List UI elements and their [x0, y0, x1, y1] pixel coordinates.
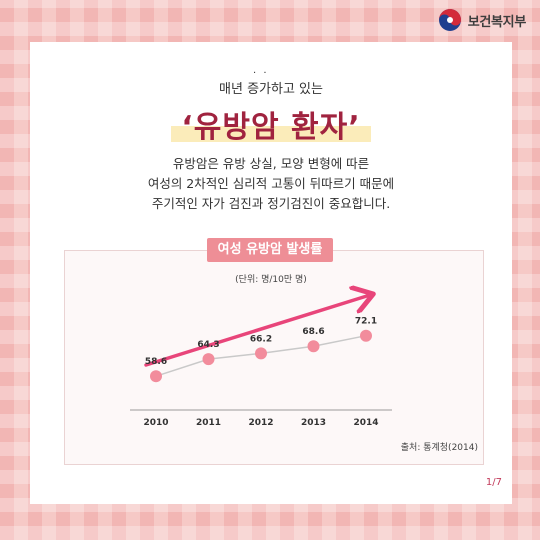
description-line: 주기적인 자가 검진과 정기검진이 중요합니다. [151, 196, 391, 211]
data-label: 72.1 [355, 317, 377, 327]
data-label: 68.6 [302, 327, 324, 337]
x-tick-label: 2014 [353, 418, 378, 428]
x-tick-label: 2012 [248, 418, 273, 428]
headline: ‘유방암 환자’ [30, 102, 512, 146]
x-tick-label: 2013 [301, 418, 326, 428]
source-note: 출처: 통계청(2014) [400, 443, 478, 453]
intro: · · 매년 증가하고 있는 [30, 68, 512, 97]
data-label: 58.6 [145, 357, 167, 367]
data-point [150, 370, 162, 383]
headline-text: ‘유방암 환자’ [171, 102, 371, 146]
content-card: · · 매년 증가하고 있는 ‘유방암 환자’ 유방암은 유방 상실, 모양 변… [30, 42, 512, 504]
ministry-logo: 보건복지부 [438, 8, 526, 32]
trend-arrow [144, 295, 370, 367]
data-point [360, 329, 372, 342]
line-chart: 58.6 2010 64.3 2011 66.2 2012 68.6 2013 72.1 2014 [130, 42, 392, 428]
description-line: 여성의 2차적인 심리적 고통이 뒤따르기 때문에 [147, 176, 395, 191]
chart-title: 여성 유방암 발생률 [207, 238, 333, 262]
description-line: 유방암은 유방 상실, 모양 변형에 따른 [172, 156, 370, 171]
intro-text: 매년 증가하고 있는 [219, 82, 323, 97]
x-tick-label: 2010 [143, 418, 168, 428]
taegeuk-logo-icon [438, 9, 461, 31]
page-indicator: 1/7 [485, 477, 502, 488]
data-label: 64.3 [197, 340, 219, 350]
logo-text: 보건복지부 [467, 14, 527, 30]
data-label: 66.2 [250, 334, 272, 344]
chart-unit: (단위: 명/10만 명) [235, 275, 307, 285]
chart-panel [64, 250, 484, 465]
data-point [255, 347, 267, 360]
data-point [202, 353, 215, 366]
emphasis-dots: · · [253, 68, 269, 79]
data-point [307, 340, 320, 353]
x-tick-label: 2011 [196, 418, 221, 428]
description: 유방암은 유방 상실, 모양 변형에 따른 여성의 2차적인 심리적 고통이 뒤… [30, 154, 512, 214]
